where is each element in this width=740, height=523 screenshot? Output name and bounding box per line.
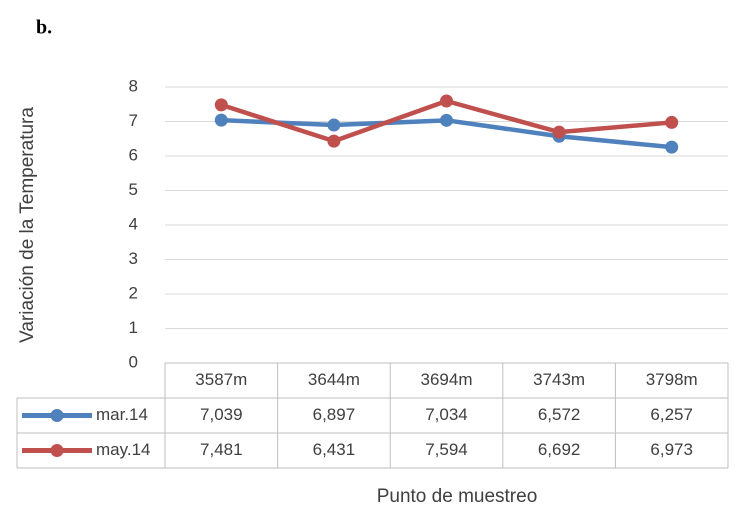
y-tick-label: 3 bbox=[129, 249, 138, 268]
x-tick-label: 3743m bbox=[533, 370, 585, 389]
data-point bbox=[440, 113, 453, 127]
legend-label: may.14 bbox=[96, 440, 151, 459]
x-tick-label: 3694m bbox=[421, 370, 473, 389]
x-tick-label: 3587m bbox=[195, 370, 247, 389]
x-axis-title: Punto de muestreo bbox=[377, 486, 538, 507]
data-point bbox=[214, 113, 228, 127]
y-tick-label: 6 bbox=[129, 145, 138, 164]
x-tick-label: 3798m bbox=[646, 370, 698, 389]
legend-marker bbox=[50, 444, 64, 457]
table-value: 6,257 bbox=[650, 405, 693, 424]
y-tick-label: 4 bbox=[129, 214, 138, 233]
data-point bbox=[665, 115, 679, 129]
legend-label: mar.14 bbox=[96, 405, 148, 424]
panel-label: b. bbox=[36, 17, 52, 39]
x-tick-label: 3644m bbox=[308, 370, 360, 389]
y-tick-label: 2 bbox=[129, 283, 138, 302]
y-tick-label: 0 bbox=[129, 352, 138, 371]
table-value: 7,034 bbox=[425, 405, 468, 424]
data-point bbox=[665, 140, 679, 154]
data-point bbox=[327, 118, 341, 132]
table-value: 6,973 bbox=[650, 440, 693, 459]
y-tick-label: 1 bbox=[129, 318, 138, 337]
data-point bbox=[552, 125, 566, 139]
y-axis-title: Variación de la Temperatura bbox=[17, 107, 38, 343]
table-value: 6,431 bbox=[313, 440, 356, 459]
y-tick-label: 7 bbox=[129, 111, 138, 130]
table-value: 6,897 bbox=[313, 405, 356, 424]
table-value: 7,481 bbox=[200, 440, 243, 459]
table-value: 7,594 bbox=[425, 440, 468, 459]
table-value: 6,572 bbox=[538, 405, 581, 424]
data-point bbox=[440, 94, 453, 108]
legend-marker bbox=[50, 409, 64, 422]
y-tick-label: 8 bbox=[129, 76, 138, 95]
data-point bbox=[327, 134, 341, 148]
y-tick-label: 5 bbox=[129, 180, 138, 199]
table-value: 6,692 bbox=[538, 440, 581, 459]
table-value: 7,039 bbox=[200, 405, 243, 424]
data-point bbox=[214, 98, 228, 112]
